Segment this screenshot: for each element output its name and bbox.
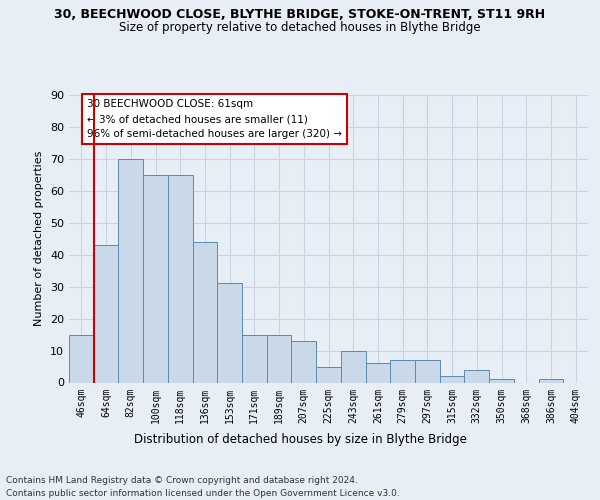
Y-axis label: Number of detached properties: Number of detached properties	[34, 151, 44, 326]
Text: Distribution of detached houses by size in Blythe Bridge: Distribution of detached houses by size …	[134, 432, 466, 446]
Bar	[69, 334, 94, 382]
Bar	[316, 366, 341, 382]
Bar	[365, 364, 390, 382]
Bar	[242, 334, 267, 382]
Bar	[464, 370, 489, 382]
Bar	[341, 350, 365, 382]
Bar	[539, 380, 563, 382]
Bar	[415, 360, 440, 382]
Bar	[267, 334, 292, 382]
Text: 30, BEECHWOOD CLOSE, BLYTHE BRIDGE, STOKE-ON-TRENT, ST11 9RH: 30, BEECHWOOD CLOSE, BLYTHE BRIDGE, STOK…	[55, 8, 545, 20]
Bar	[118, 159, 143, 382]
Text: Size of property relative to detached houses in Blythe Bridge: Size of property relative to detached ho…	[119, 21, 481, 34]
Bar	[168, 175, 193, 382]
Bar	[292, 341, 316, 382]
Bar	[193, 242, 217, 382]
Bar	[440, 376, 464, 382]
Bar	[489, 380, 514, 382]
Bar	[390, 360, 415, 382]
Bar	[217, 284, 242, 382]
Text: Contains HM Land Registry data © Crown copyright and database right 2024.
Contai: Contains HM Land Registry data © Crown c…	[6, 476, 400, 498]
Bar	[143, 175, 168, 382]
Text: 30 BEECHWOOD CLOSE: 61sqm
← 3% of detached houses are smaller (11)
96% of semi-d: 30 BEECHWOOD CLOSE: 61sqm ← 3% of detach…	[87, 100, 342, 139]
Bar	[94, 245, 118, 382]
